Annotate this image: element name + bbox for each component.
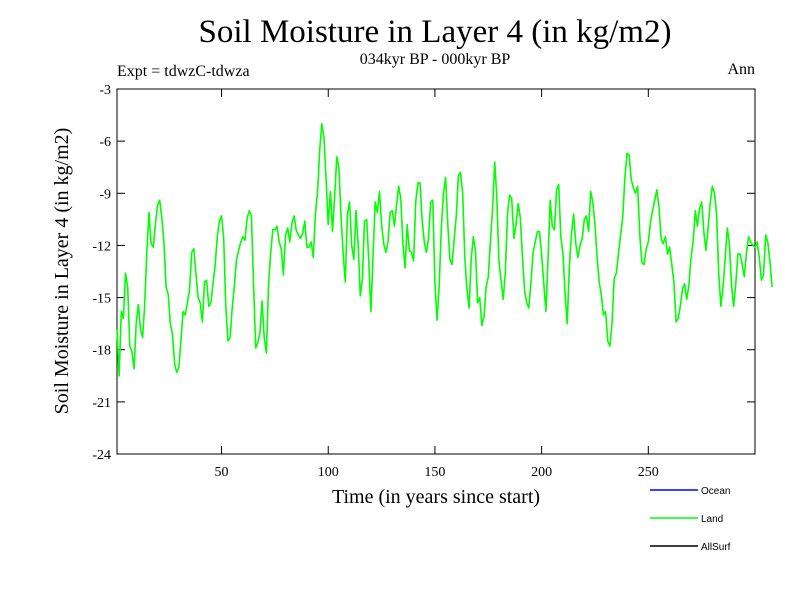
y-tick-label: -12 [92,239,111,254]
legend: Ocean Land AllSurf [650,486,731,553]
y-tick-label: -6 [99,135,111,150]
legend-label-allsurf: AllSurf [701,542,731,553]
chart-subtitle: 034kyr BP - 000kyr BP [359,51,511,68]
y-tick-label: -15 [92,292,111,307]
legend-label-land: Land [701,514,723,525]
x-tick-label: 150 [424,465,445,480]
plot-frame [116,88,756,455]
experiment-label: Expt = tdwzC-tdwza [117,63,250,80]
y-tick-label: -18 [92,344,111,359]
season-label: Ann [727,61,755,78]
y-tick-label: -21 [92,396,111,411]
y-tick-label: -3 [99,83,111,98]
x-tick-label: 250 [638,465,659,480]
y-tick-label: -24 [92,448,111,463]
y-axis-label: Soil Moisture in Layer 4 (in kg/m2) [51,128,73,415]
legend-label-ocean: Ocean [701,486,730,497]
x-axis-label: Time (in years since start) [332,486,540,508]
x-tick-label: 200 [531,465,552,480]
series-group [116,123,773,377]
x-tick-label: 100 [318,465,339,480]
series-line-land [116,123,773,377]
y-tick-label: -9 [99,187,111,202]
chart-title: Soil Moisture in Layer 4 (in kg/m2) [198,14,672,50]
x-tick-label: 50 [215,465,229,480]
axis-ticks: -3 -6 -9 -12 -15 -18 -21 -24 50 100 150 200 250 [92,83,755,480]
